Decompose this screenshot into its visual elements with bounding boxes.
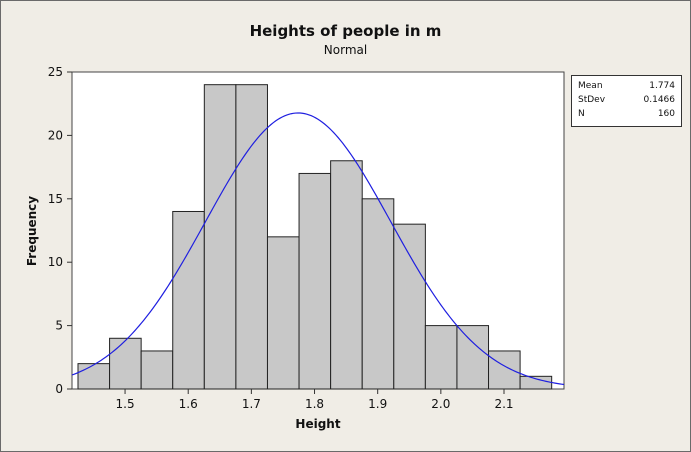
x-tick-label: 1.7 xyxy=(242,397,261,411)
histogram-bar xyxy=(109,337,142,390)
stat-row-stdev: StDev 0.1466 xyxy=(578,93,675,107)
y-tick-label: 25 xyxy=(48,65,63,79)
stat-value: 1.774 xyxy=(649,81,675,91)
histogram-bar xyxy=(488,350,521,390)
histogram-bar xyxy=(361,198,395,390)
chart-title: Heights of people in m xyxy=(249,22,442,40)
histogram-bar xyxy=(330,160,363,390)
x-tick-label: 2.1 xyxy=(494,397,513,411)
x-tick-label: 1.8 xyxy=(305,397,324,411)
histogram-bar xyxy=(393,223,426,390)
histogram-bar xyxy=(235,84,268,390)
histogram-bar xyxy=(172,210,205,390)
y-tick-label: 0 xyxy=(55,382,63,396)
stat-label: Mean xyxy=(578,81,603,91)
y-tick-label: 15 xyxy=(48,192,63,206)
normal-fit-curve xyxy=(71,112,565,386)
histogram-bar xyxy=(266,236,300,390)
stat-value: 0.1466 xyxy=(643,95,676,105)
x-tick-label: 1.5 xyxy=(116,397,135,411)
y-tick-label: 10 xyxy=(48,255,63,269)
x-tick-label: 1.9 xyxy=(368,397,387,411)
y-axis-title: Frequency xyxy=(25,196,39,266)
y-tick-label: 20 xyxy=(48,128,63,142)
x-tick-label: 1.6 xyxy=(179,397,198,411)
stat-label: N xyxy=(578,109,585,119)
histogram-bar xyxy=(424,325,458,390)
stat-label: StDev xyxy=(578,95,606,105)
histogram-bar xyxy=(77,363,111,390)
stat-row-mean: Mean 1.774 xyxy=(578,79,675,93)
x-tick-label: 2.0 xyxy=(431,397,450,411)
stat-row-n: N 160 xyxy=(578,107,675,121)
stats-box: Mean 1.774 StDev 0.1466 N 160 xyxy=(571,75,682,127)
histogram-bar xyxy=(298,172,332,390)
stat-value: 160 xyxy=(657,109,675,119)
chart-subtitle: Normal xyxy=(323,43,368,57)
y-tick-label: 5 xyxy=(55,319,63,333)
histogram-bar xyxy=(140,350,174,390)
x-axis-title: Height xyxy=(295,417,340,431)
histogram-bar xyxy=(456,325,490,390)
histogram-bar xyxy=(203,84,237,390)
